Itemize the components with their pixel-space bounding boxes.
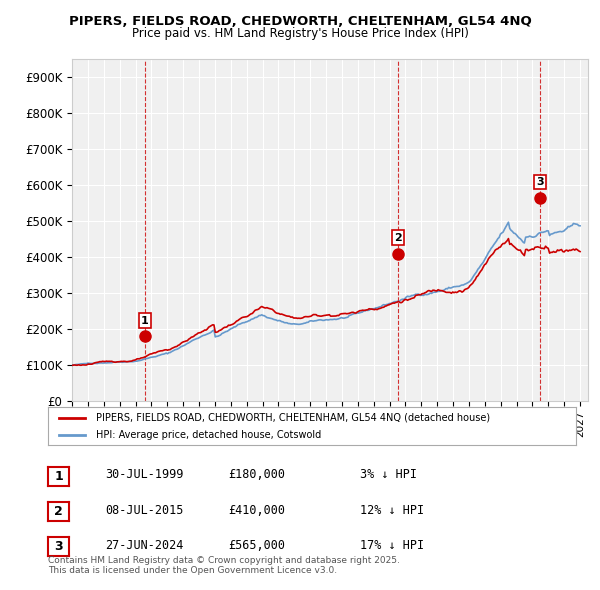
Text: 3: 3 [54, 540, 63, 553]
Text: £410,000: £410,000 [228, 504, 285, 517]
Text: 2: 2 [54, 505, 63, 518]
Text: 12% ↓ HPI: 12% ↓ HPI [360, 504, 424, 517]
Text: 1: 1 [54, 470, 63, 483]
Text: 08-JUL-2015: 08-JUL-2015 [105, 504, 184, 517]
Text: Price paid vs. HM Land Registry's House Price Index (HPI): Price paid vs. HM Land Registry's House … [131, 27, 469, 40]
Text: Contains HM Land Registry data © Crown copyright and database right 2025.
This d: Contains HM Land Registry data © Crown c… [48, 556, 400, 575]
Text: 2: 2 [394, 232, 401, 242]
Text: 3% ↓ HPI: 3% ↓ HPI [360, 468, 417, 481]
Text: PIPERS, FIELDS ROAD, CHEDWORTH, CHELTENHAM, GL54 4NQ: PIPERS, FIELDS ROAD, CHEDWORTH, CHELTENH… [68, 15, 532, 28]
Text: 1: 1 [141, 316, 149, 326]
Text: PIPERS, FIELDS ROAD, CHEDWORTH, CHELTENHAM, GL54 4NQ (detached house): PIPERS, FIELDS ROAD, CHEDWORTH, CHELTENH… [95, 413, 490, 423]
Text: 3: 3 [536, 177, 544, 187]
Text: 27-JUN-2024: 27-JUN-2024 [105, 539, 184, 552]
Text: £180,000: £180,000 [228, 468, 285, 481]
Text: 17% ↓ HPI: 17% ↓ HPI [360, 539, 424, 552]
Text: 30-JUL-1999: 30-JUL-1999 [105, 468, 184, 481]
Text: £565,000: £565,000 [228, 539, 285, 552]
Text: HPI: Average price, detached house, Cotswold: HPI: Average price, detached house, Cots… [95, 430, 321, 440]
